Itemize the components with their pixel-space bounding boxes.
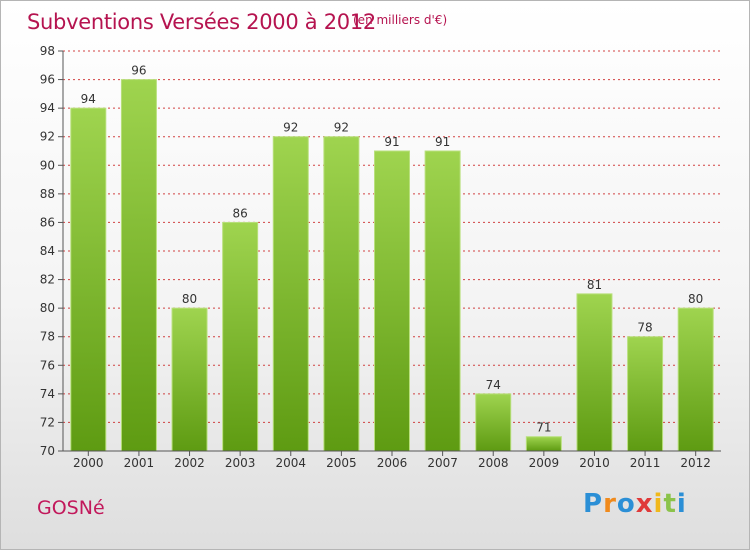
x-tick-label: 2010 bbox=[579, 456, 610, 470]
x-tick-label: 2011 bbox=[630, 456, 661, 470]
y-tick-label: 96 bbox=[40, 73, 55, 87]
y-tick-label: 86 bbox=[40, 215, 55, 229]
x-tick-label: 2003 bbox=[225, 456, 256, 470]
y-tick-label: 82 bbox=[40, 273, 55, 287]
bar-value-label: 81 bbox=[587, 278, 602, 292]
proxiti-logo: Proxiti bbox=[583, 489, 687, 519]
y-tick-label: 74 bbox=[40, 387, 55, 401]
bar-value-label: 86 bbox=[233, 206, 248, 220]
x-tick-label: 2004 bbox=[275, 456, 306, 470]
chart-title: Subventions Versées 2000 à 2012 bbox=[27, 10, 376, 34]
x-tick-label: 2009 bbox=[529, 456, 560, 470]
x-tick-label: 2012 bbox=[680, 456, 711, 470]
y-tick-label: 72 bbox=[40, 415, 55, 429]
y-tick-label: 80 bbox=[40, 301, 55, 315]
bar-value-label: 80 bbox=[182, 292, 197, 306]
y-tick-label: 78 bbox=[40, 330, 55, 344]
bar-value-label: 74 bbox=[486, 378, 501, 392]
bar-value-label: 71 bbox=[536, 421, 551, 435]
proxiti-logo-letter: t bbox=[663, 489, 677, 519]
bar-value-label: 91 bbox=[384, 135, 399, 149]
y-tick-label: 70 bbox=[40, 444, 55, 458]
y-tick-label: 92 bbox=[40, 130, 55, 144]
bar bbox=[677, 307, 714, 452]
bar-value-label: 91 bbox=[435, 135, 450, 149]
city-name: GOSNé bbox=[37, 497, 105, 519]
x-tick-label: 2005 bbox=[326, 456, 357, 470]
bar bbox=[374, 150, 410, 452]
bar bbox=[70, 107, 107, 452]
x-tick-label: 2002 bbox=[174, 456, 205, 470]
bar-value-label: 92 bbox=[334, 121, 349, 135]
x-tick-label: 2006 bbox=[377, 456, 408, 470]
bar bbox=[120, 79, 157, 452]
y-tick-label: 94 bbox=[40, 101, 55, 115]
bar bbox=[475, 393, 512, 452]
bar bbox=[627, 336, 664, 452]
y-tick-label: 98 bbox=[40, 44, 55, 58]
bar bbox=[576, 293, 613, 452]
y-tick-label: 88 bbox=[40, 187, 55, 201]
proxiti-logo-letter: o bbox=[616, 489, 636, 519]
bar-value-label: 96 bbox=[131, 64, 146, 78]
bar-value-label: 78 bbox=[637, 321, 652, 335]
x-tick-label: 2007 bbox=[427, 456, 458, 470]
bar bbox=[222, 221, 259, 452]
proxiti-logo-letter: x bbox=[635, 489, 654, 519]
bar bbox=[171, 307, 208, 452]
bar bbox=[525, 436, 562, 452]
bar-value-label: 94 bbox=[81, 92, 96, 106]
proxiti-logo-letter: i bbox=[653, 489, 664, 519]
y-tick-label: 84 bbox=[40, 244, 55, 258]
x-tick-label: 2000 bbox=[73, 456, 104, 470]
proxiti-logo-letter: i bbox=[676, 489, 687, 519]
bar-value-label: 80 bbox=[688, 292, 703, 306]
x-tick-label: 2008 bbox=[478, 456, 509, 470]
proxiti-logo-letter: P bbox=[583, 489, 604, 519]
bar bbox=[272, 136, 309, 452]
chart-unit: (en milliers d'€) bbox=[353, 13, 448, 27]
bar-value-label: 92 bbox=[283, 121, 298, 135]
y-tick-label: 76 bbox=[40, 358, 55, 372]
y-tick-label: 90 bbox=[40, 158, 55, 172]
x-tick-label: 2001 bbox=[124, 456, 155, 470]
bar bbox=[323, 136, 360, 452]
proxiti-logo-letter: r bbox=[603, 489, 617, 519]
bar bbox=[424, 150, 461, 452]
